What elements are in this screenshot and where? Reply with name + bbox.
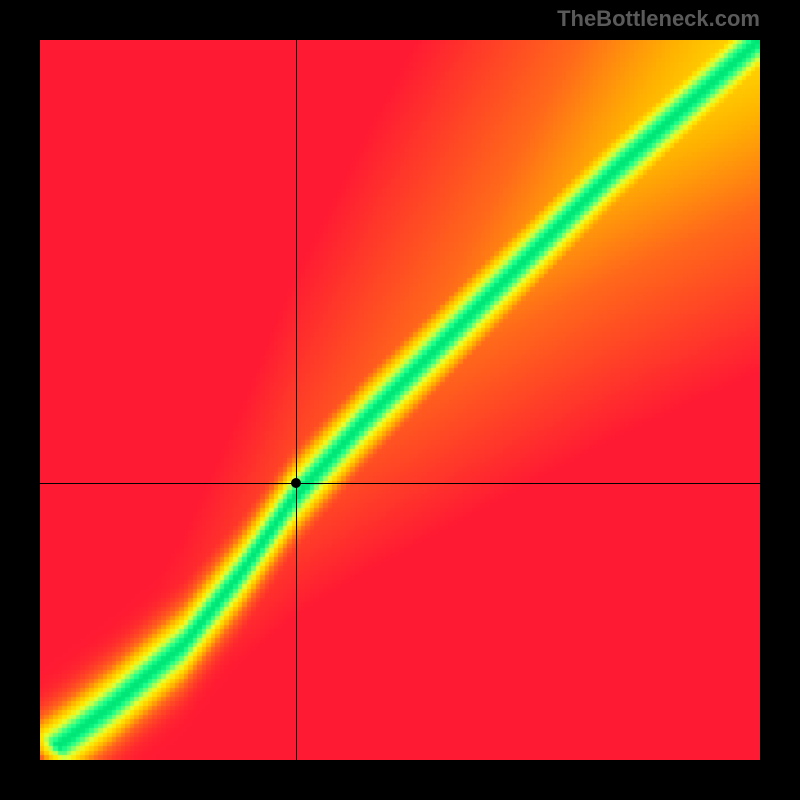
watermark-text: TheBottleneck.com (557, 6, 760, 32)
crosshair-marker (291, 478, 301, 488)
heatmap-canvas (40, 40, 760, 760)
crosshair-horizontal (40, 483, 760, 484)
crosshair-vertical (296, 40, 297, 760)
bottleneck-heatmap (40, 40, 760, 760)
